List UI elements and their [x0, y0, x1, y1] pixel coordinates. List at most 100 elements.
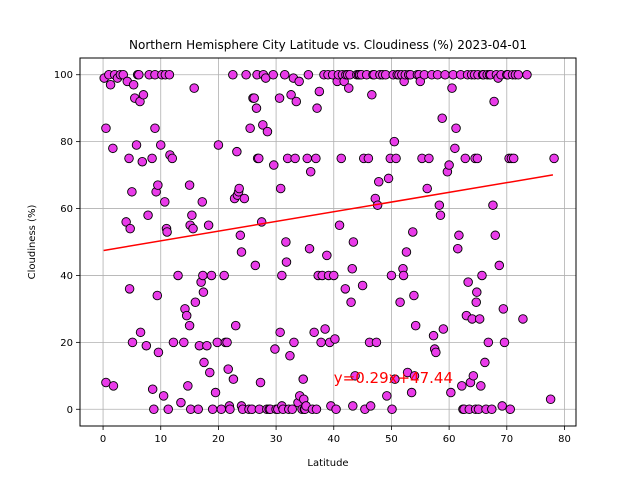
- data-point: [147, 384, 158, 394]
- data-point: [124, 284, 135, 294]
- data-point: [347, 264, 357, 274]
- data-point: [198, 287, 209, 297]
- data-point: [275, 327, 285, 338]
- data-point: [254, 153, 264, 164]
- data-point: [294, 76, 304, 87]
- chart-title: Northern Hemisphere City Latitude vs. Cl…: [129, 38, 527, 52]
- data-point: [311, 153, 321, 164]
- data-point: [329, 270, 339, 281]
- data-point: [268, 69, 278, 80]
- data-point: [311, 404, 322, 415]
- data-point: [454, 230, 464, 241]
- data-point: [228, 374, 239, 384]
- data-point: [206, 270, 217, 281]
- data-point: [193, 404, 203, 415]
- data-point: [401, 247, 412, 257]
- data-point: [382, 391, 392, 401]
- data-point: [471, 297, 481, 307]
- data-point: [127, 337, 138, 348]
- data-point: [108, 381, 119, 391]
- regression-line-group: [103, 174, 554, 252]
- data-point: [386, 270, 397, 281]
- x-tick-label: 40: [327, 434, 340, 445]
- data-point: [250, 260, 261, 271]
- data-point: [241, 69, 251, 80]
- data-point: [205, 367, 215, 378]
- data-point: [147, 153, 157, 164]
- data-point: [269, 160, 279, 170]
- data-point: [245, 123, 255, 134]
- data-point: [489, 96, 499, 107]
- data-point: [153, 180, 163, 190]
- data-point: [285, 350, 295, 361]
- data-point: [438, 324, 449, 334]
- y-tick-label: 80: [60, 137, 73, 148]
- data-point: [187, 210, 197, 220]
- data-point: [518, 314, 528, 324]
- data-point: [304, 243, 315, 254]
- data-point: [457, 381, 467, 391]
- data-point: [105, 80, 116, 90]
- data-point: [488, 200, 498, 210]
- data-point: [389, 136, 400, 147]
- data-point: [330, 334, 340, 344]
- data-point: [320, 324, 330, 334]
- data-point: [305, 166, 316, 177]
- data-point: [223, 364, 233, 374]
- data-point: [398, 270, 409, 281]
- data-point: [348, 401, 358, 411]
- data-point: [348, 237, 359, 247]
- data-point: [387, 404, 397, 415]
- data-point: [450, 143, 460, 154]
- data-point: [367, 90, 377, 100]
- data-point: [163, 404, 173, 415]
- data-point: [463, 277, 473, 287]
- y-axis-label: Cloudiness (%): [27, 205, 38, 280]
- data-point: [312, 103, 322, 113]
- data-point: [494, 260, 505, 271]
- x-axis-ticks: 0 10 20 30 40 50 60 70 80: [100, 426, 571, 445]
- data-point: [460, 153, 471, 164]
- data-point: [153, 347, 164, 358]
- data-point: [408, 227, 418, 237]
- data-point: [152, 290, 163, 301]
- y-tick-label: 20: [60, 338, 73, 349]
- data-point: [222, 337, 232, 348]
- data-point: [162, 227, 172, 237]
- data-point: [513, 69, 524, 80]
- data-point: [497, 401, 507, 411]
- data-point: [424, 153, 434, 164]
- x-tick-label: 20: [212, 434, 225, 445]
- data-point: [383, 173, 394, 184]
- data-point: [179, 337, 189, 348]
- data-point: [274, 93, 285, 103]
- data-point: [289, 337, 299, 348]
- data-point: [298, 374, 308, 384]
- data-point: [291, 96, 302, 107]
- data-point: [176, 397, 186, 408]
- data-point: [474, 314, 485, 324]
- data-point: [234, 183, 244, 194]
- data-point: [340, 284, 351, 294]
- y-tick-label: 0: [67, 405, 73, 416]
- data-point: [302, 153, 312, 164]
- regression-line: [103, 174, 554, 252]
- data-point: [213, 140, 224, 150]
- x-tick-label: 60: [443, 434, 456, 445]
- data-point: [498, 304, 509, 314]
- data-point: [203, 220, 214, 231]
- data-point: [472, 153, 483, 164]
- data-point: [444, 160, 454, 170]
- y-axis-ticks: 0 20 40 60 80 100: [54, 70, 80, 416]
- data-point: [225, 404, 235, 415]
- data-point: [409, 371, 420, 381]
- y-tick-label: 100: [54, 70, 73, 81]
- x-tick-label: 10: [154, 434, 167, 445]
- x-tick-label: 0: [100, 434, 106, 445]
- data-point: [149, 404, 159, 415]
- data-point: [158, 391, 169, 401]
- data-point: [447, 83, 457, 93]
- data-point: [371, 337, 382, 348]
- data-point: [286, 90, 296, 100]
- data-point: [334, 220, 345, 231]
